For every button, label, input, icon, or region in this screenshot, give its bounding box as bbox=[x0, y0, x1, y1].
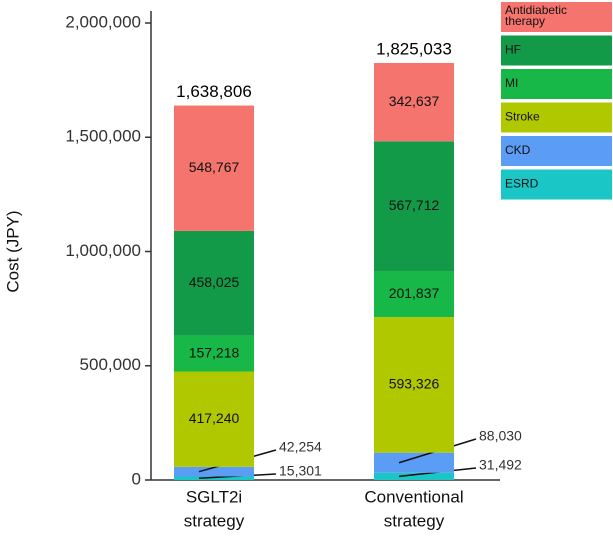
segment-value-label: 417,240 bbox=[189, 410, 240, 426]
segment-value-label: 15,301 bbox=[279, 463, 322, 479]
legend-swatch bbox=[501, 35, 612, 66]
segment-value-label: 42,254 bbox=[279, 439, 322, 455]
category-label: Conventional bbox=[364, 487, 463, 506]
bar-segment-hf bbox=[374, 141, 454, 271]
segment-value-label: 548,767 bbox=[189, 159, 240, 175]
bar-total-label: 1,638,806 bbox=[176, 82, 252, 101]
bar-segment-stroke bbox=[374, 317, 454, 453]
segment-value-label: 593,326 bbox=[389, 376, 440, 392]
legend-label: Antidiabetic bbox=[505, 3, 567, 17]
bar-segment-hf bbox=[174, 230, 254, 336]
category-label: strategy bbox=[384, 511, 445, 530]
segment-value-label: 31,492 bbox=[479, 457, 522, 473]
y-tick-label: 500,000 bbox=[80, 355, 141, 374]
legend-label: CKD bbox=[505, 143, 531, 157]
bar-segment-antidiabetic-therapy bbox=[374, 62, 454, 142]
bar-segment-esrd bbox=[174, 476, 254, 480]
legend-label: MI bbox=[505, 76, 518, 90]
bar-segment-stroke bbox=[174, 371, 254, 467]
bar-segment-ckd bbox=[374, 452, 454, 473]
y-tick-label: 2,000,000 bbox=[65, 12, 141, 31]
legend-swatch bbox=[501, 2, 612, 32]
bar-segment-mi bbox=[174, 335, 254, 372]
bar-segment-ckd bbox=[174, 466, 254, 477]
bar-segment-mi bbox=[374, 270, 454, 318]
legend-label: Stroke bbox=[505, 110, 540, 124]
category-label: SGLT2i bbox=[186, 487, 242, 506]
bar-segment-antidiabetic-therapy bbox=[174, 105, 254, 231]
segment-value-label: 458,025 bbox=[189, 274, 240, 290]
legend-swatch bbox=[501, 169, 612, 200]
legend-swatch bbox=[501, 69, 612, 99]
segment-value-label: 201,837 bbox=[389, 285, 440, 301]
y-tick-label: 1,500,000 bbox=[65, 127, 141, 146]
segment-value-label: 567,712 bbox=[389, 197, 440, 213]
legend-label: ESRD bbox=[505, 177, 539, 191]
bar-total-label: 1,825,033 bbox=[376, 39, 452, 58]
legend-swatch bbox=[501, 102, 612, 133]
legend-label: HF bbox=[505, 43, 521, 57]
segment-value-label: 88,030 bbox=[479, 428, 522, 444]
legend-label: therapy bbox=[505, 14, 545, 28]
category-label: strategy bbox=[184, 511, 245, 530]
bar-segment-esrd bbox=[374, 472, 454, 480]
segment-value-label: 342,637 bbox=[389, 93, 440, 109]
segment-value-label: 157,218 bbox=[189, 344, 240, 360]
legend-swatch bbox=[501, 136, 612, 166]
y-tick-label: 0 bbox=[132, 469, 141, 488]
y-tick-label: 1,000,000 bbox=[65, 241, 141, 260]
y-axis-title: Cost (JPY) bbox=[3, 210, 22, 292]
